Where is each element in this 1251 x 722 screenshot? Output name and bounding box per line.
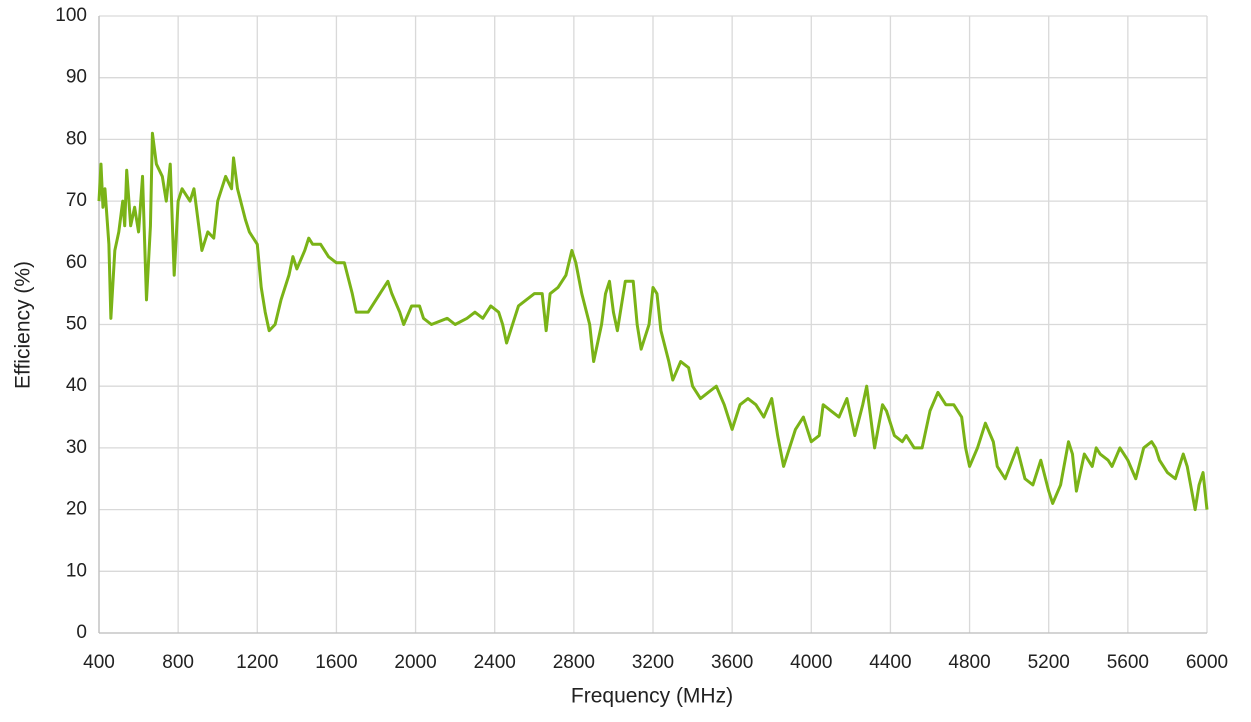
y-tick-label: 100 [55,5,87,26]
y-axis-title: Efficiency (%) [12,261,35,389]
data-line [97,131,1209,512]
y-tick-label: 40 [66,375,87,396]
y-tick-label: 60 [66,252,87,273]
x-tick-label: 6000 [1186,652,1228,673]
x-tick-label: 3200 [632,652,674,673]
x-tick-label: 4000 [790,652,832,673]
x-axis-title: Frequency (MHz) [571,685,733,708]
x-tick-label: 4800 [948,652,990,673]
y-tick-label: 10 [66,560,87,581]
y-tick-label: 80 [66,128,87,149]
x-tick-label: 800 [162,652,194,673]
y-tick-label: 0 [76,622,87,643]
y-tick-label: 30 [66,437,87,458]
y-tick-label: 20 [66,499,87,520]
x-tick-label: 400 [83,652,115,673]
x-tick-label: 3600 [711,652,753,673]
x-tick-label: 2400 [474,652,516,673]
x-tick-label: 5600 [1107,652,1149,673]
x-tick-label: 1600 [315,652,357,673]
x-tick-label: 5200 [1028,652,1070,673]
x-tick-label: 2800 [553,652,595,673]
x-tick-label: 4400 [869,652,911,673]
y-tick-label: 50 [66,314,87,335]
y-tick-label: 70 [66,190,87,211]
y-tick-label: 90 [66,67,87,88]
x-tick-label: 2000 [394,652,436,673]
x-tick-label: 1200 [236,652,278,673]
